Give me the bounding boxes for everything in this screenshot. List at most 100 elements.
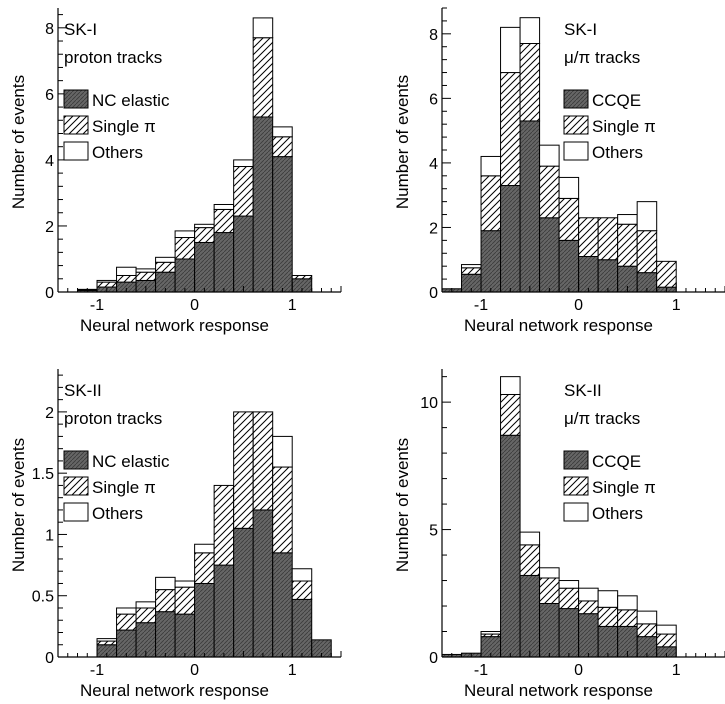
bar-others-bin-2 [96, 279, 118, 283]
bar-others-bin-1 [461, 264, 482, 269]
x-tick-label: 0 [574, 662, 583, 679]
bar-ccqe-bin-8 [597, 625, 619, 657]
x-tick-label: 1 [288, 297, 297, 314]
bar-single--bin-3 [500, 72, 521, 186]
bar-nc-elastic-bin-12 [291, 598, 313, 657]
y-tick-label: 0 [45, 650, 54, 667]
bar-others-bin-10 [636, 201, 658, 232]
y-axis-title: Number of events [393, 438, 412, 572]
bar-nc-elastic-bin-6 [174, 258, 196, 292]
legend-swatch [63, 502, 89, 522]
x-tick-label: 0 [190, 662, 199, 679]
bar-nc-elastic-bin-3 [116, 629, 137, 657]
bar-ccqe-bin-3 [500, 185, 521, 292]
y-tick-label: 1.5 [32, 466, 54, 483]
bar-others-bin-2 [96, 638, 118, 642]
bar-others-bin-2 [480, 155, 502, 177]
bar-single--bin-5 [539, 165, 560, 219]
y-tick-label: 0 [429, 650, 438, 667]
legend-label: CCQE [592, 452, 641, 471]
panel-subtitle: proton tracks [64, 409, 162, 428]
panel-subtitle: proton tracks [64, 48, 162, 67]
bar-others-bin-4 [519, 531, 541, 546]
y-tick-label: 10 [420, 395, 438, 412]
bar-single--bin-4 [135, 607, 157, 624]
bars [442, 17, 677, 292]
bar-single--bin-8 [597, 606, 619, 627]
bar-ccqe-bin-4 [519, 574, 541, 657]
panel-2: 0 2 4 6 8 -1 0 1 Neural network response Number o… [393, 7, 725, 335]
y-tick-label: 2 [45, 405, 54, 422]
legend-label: CCQE [592, 91, 641, 110]
y-axis-title: Number of events [9, 438, 28, 572]
bar-single--bin-7 [194, 227, 215, 243]
bar-single--bin-6 [174, 237, 196, 260]
y-tick-label: 2 [429, 220, 438, 237]
legend-swatch [63, 476, 89, 496]
legend-label: Single π [92, 117, 156, 136]
bar-single--bin-2 [480, 175, 502, 232]
bar-others-bin-11 [656, 624, 677, 635]
bar-single--bin-5 [155, 261, 176, 273]
bar-single--bin-11 [272, 466, 293, 554]
bar-others-bin-4 [519, 17, 541, 44]
x-tick-label: 1 [672, 297, 681, 314]
bar-single--bin-9 [233, 411, 254, 529]
bar-nc-elastic-bin-7 [194, 241, 215, 292]
bar-single--bin-2 [96, 640, 118, 646]
y-axis-title: Number of events [9, 75, 28, 209]
bar-others-bin-9 [617, 214, 638, 225]
legend-swatch [63, 89, 89, 109]
legend: CCQE Single π Others [563, 89, 656, 162]
legend-swatch [563, 476, 589, 496]
panel-title: SK-II [564, 381, 602, 400]
bar-single--bin-6 [558, 587, 580, 610]
bar-others-bin-3 [116, 607, 137, 615]
y-tick-label: 6 [429, 91, 438, 108]
bar-single--bin-11 [656, 633, 677, 648]
bar-ccqe-bin-3 [500, 434, 521, 657]
bar-single--bin-2 [96, 281, 118, 288]
bar-others-bin-6 [174, 230, 196, 239]
bar-others-bin-4 [135, 268, 157, 273]
bar-nc-elastic-bin-8 [213, 564, 235, 657]
y-tick-label: 5 [429, 523, 438, 540]
bar-others-bin-6 [558, 580, 580, 589]
panel-subtitle: μ/π tracks [564, 409, 640, 428]
bar-others-bin-5 [539, 144, 560, 167]
legend-label: Others [592, 504, 643, 523]
y-tick-label: 4 [429, 156, 438, 173]
bar-single--bin-10 [252, 37, 274, 118]
bar-single--bin-9 [617, 223, 638, 267]
bar-single--bin-8 [597, 217, 619, 261]
bar-single--bin-7 [578, 600, 599, 615]
legend-label: Others [92, 504, 143, 523]
panel-title: SK-II [64, 381, 102, 400]
bar-others-bin-6 [558, 176, 580, 199]
y-tick-label: 0.5 [32, 589, 54, 606]
y-tick-label: 6 [45, 87, 54, 104]
bar-others-bin-9 [233, 159, 254, 168]
legend-label: NC elastic [92, 452, 170, 471]
bar-others-bin-4 [135, 601, 157, 609]
y-tick-label: 8 [45, 21, 54, 38]
bar-single--bin-12 [291, 274, 313, 280]
bar-single--bin-7 [194, 552, 215, 584]
panel-subtitle: μ/π tracks [564, 48, 640, 67]
legend: NC elastic Single π Others [63, 89, 170, 162]
legend-swatch [63, 115, 89, 135]
y-tick-label: 8 [429, 27, 438, 44]
bar-others-bin-5 [155, 256, 176, 263]
x-tick-label: 1 [672, 662, 681, 679]
x-tick-label: -1 [474, 297, 488, 314]
legend-label: Others [592, 143, 643, 162]
bar-single--bin-8 [213, 208, 235, 234]
y-tick-label: 2 [45, 219, 54, 236]
legend: CCQE Single π Others [563, 450, 656, 523]
bar-ccqe-bin-8 [597, 259, 619, 292]
bar-single--bin-6 [174, 586, 196, 615]
bar-others-bin-3 [500, 376, 521, 395]
legend-swatch [563, 115, 589, 135]
x-axis-title: Neural network response [464, 681, 653, 700]
